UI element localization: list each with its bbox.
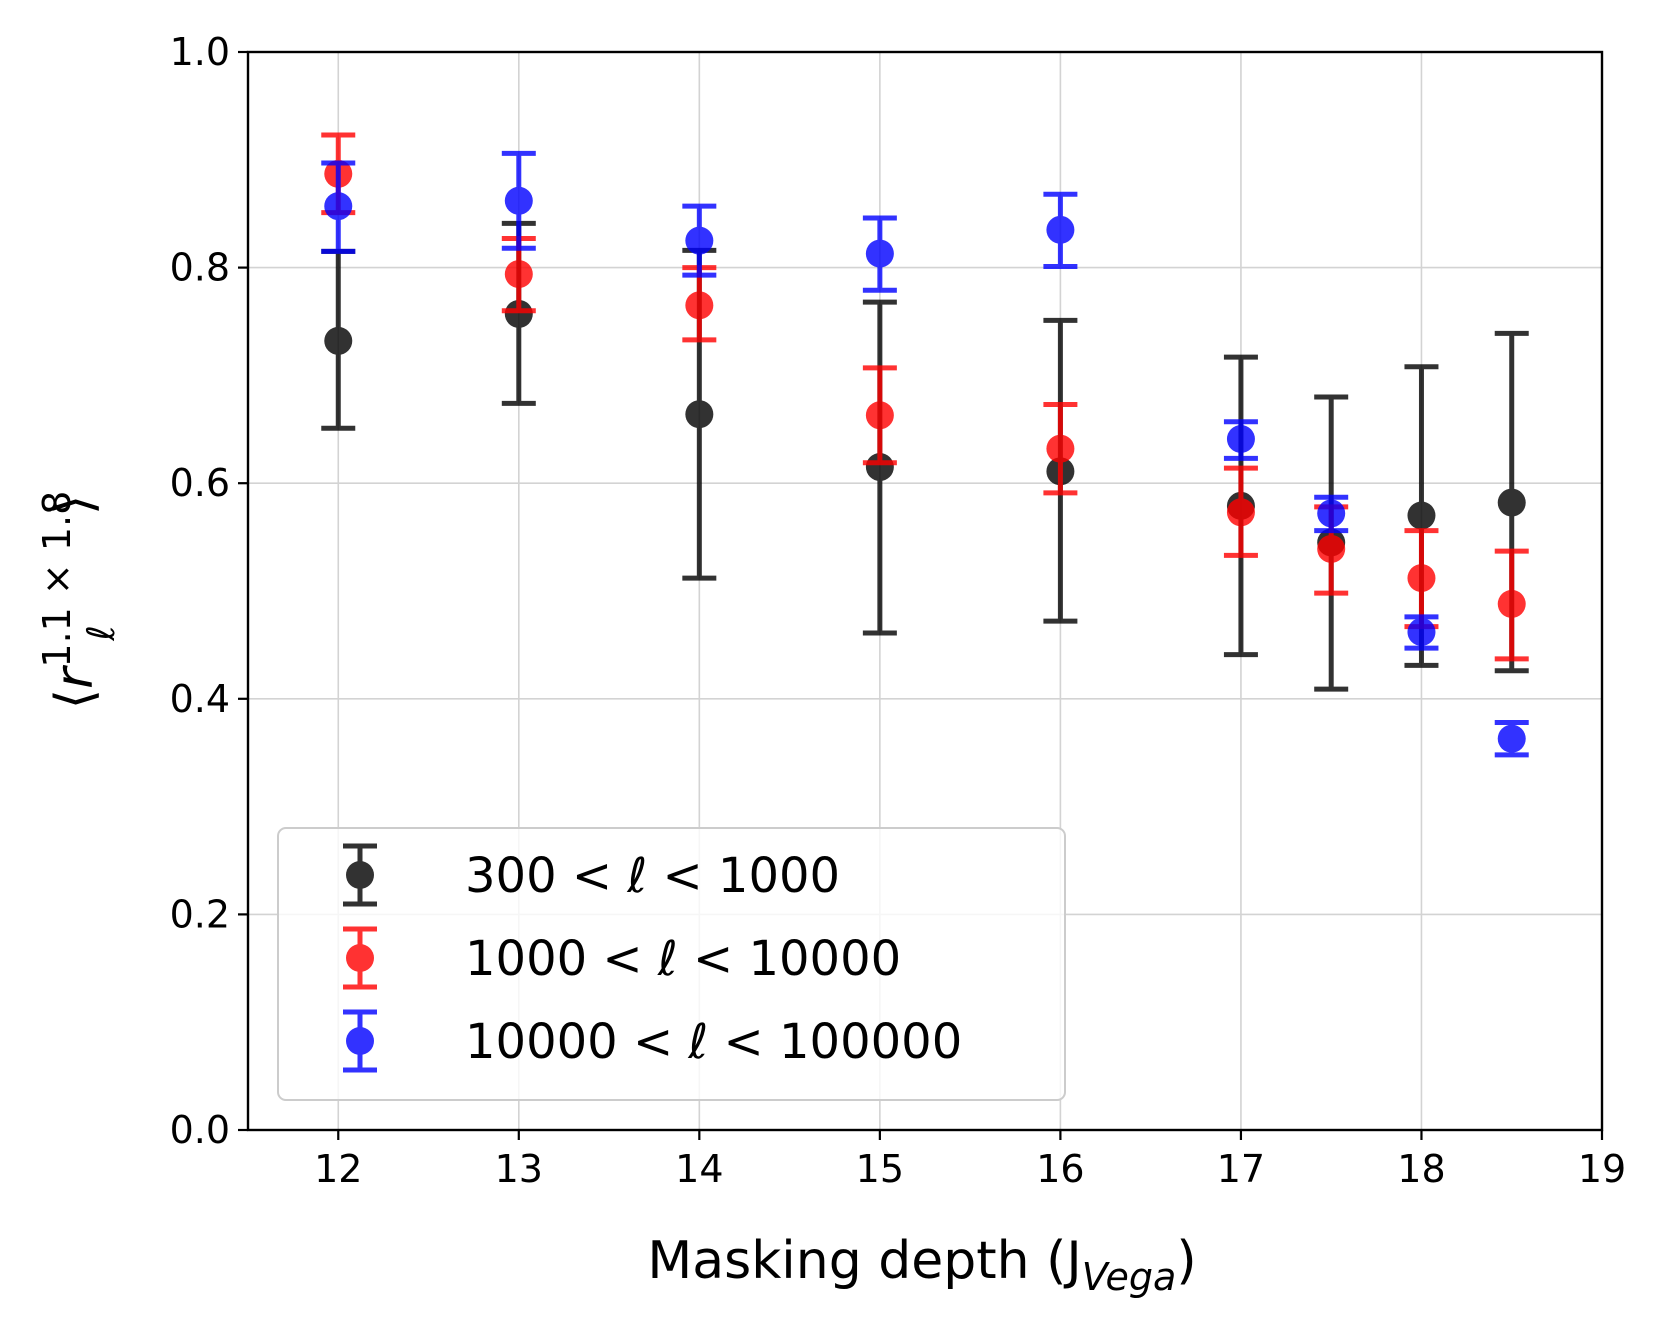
data-point xyxy=(324,192,353,221)
x-axis-label-sub: Vega xyxy=(1082,1255,1177,1299)
x-axis-label-main: Masking depth (J xyxy=(647,1231,1081,1291)
y-axis-label-close: ⟩ xyxy=(45,495,105,515)
data-point xyxy=(504,299,533,328)
y-tick-label: 0.2 xyxy=(170,892,230,936)
x-axis-label-close: ) xyxy=(1176,1231,1196,1291)
x-tick-label: 19 xyxy=(1578,1147,1626,1191)
legend-box xyxy=(277,827,1066,1101)
x-tick-label: 13 xyxy=(495,1147,543,1191)
y-axis-label-var: r xyxy=(45,664,105,689)
data-point xyxy=(1497,589,1526,618)
y-tick-label: 0.0 xyxy=(170,1108,230,1152)
legend-label: 300 < ℓ < 1000 xyxy=(465,848,840,904)
y-tick-label: 0.8 xyxy=(170,246,230,290)
x-axis-label: Masking depth (JVega) xyxy=(647,1231,1196,1299)
data-point xyxy=(324,326,353,355)
data-point xyxy=(1407,501,1436,530)
data-point xyxy=(1407,564,1436,593)
legend-point xyxy=(346,1027,374,1055)
legend-marker xyxy=(343,843,377,907)
legend-entries: 300 < ℓ < 1000 1000 < ℓ < 10000 10000 < ℓ … xyxy=(343,843,962,1073)
y-tick-label: 0.6 xyxy=(170,461,230,505)
data-point xyxy=(685,291,714,320)
data-point xyxy=(1317,534,1346,563)
data-point xyxy=(1497,488,1526,517)
data-point xyxy=(1317,499,1346,528)
data-point xyxy=(504,186,533,215)
series-3 xyxy=(321,150,1529,758)
data-point xyxy=(685,400,714,429)
x-tick-label: 17 xyxy=(1217,1147,1265,1191)
legend-label: 10000 < ℓ < 100000 xyxy=(465,1014,962,1070)
y-axis-label-sup: 1.1 × 1.8 xyxy=(35,491,79,668)
legend-marker xyxy=(343,1009,377,1073)
data-point xyxy=(685,226,714,255)
data-point xyxy=(865,239,894,268)
data-point xyxy=(1226,498,1255,527)
legend-label: 1000 < ℓ < 10000 xyxy=(465,931,901,987)
data-point xyxy=(1497,724,1526,753)
legend: 300 < ℓ < 1000 1000 < ℓ < 10000 10000 < ℓ … xyxy=(277,827,1066,1101)
legend-point xyxy=(346,944,374,972)
data-point xyxy=(865,401,894,430)
x-tick-label: 12 xyxy=(314,1147,362,1191)
legend-marker xyxy=(343,926,377,990)
legend-entry-3: 10000 < ℓ < 100000 xyxy=(343,1009,962,1073)
y-axis-label-sub: ℓ xyxy=(79,625,123,642)
y-axis-label: ⟨r1.1 × 1.8ℓ ⟩ xyxy=(35,491,123,710)
legend-point xyxy=(346,861,374,889)
legend-entry-1: 300 < ℓ < 1000 xyxy=(343,843,840,907)
x-tick-label: 18 xyxy=(1397,1147,1445,1191)
y-tick-label: 0.4 xyxy=(170,677,230,721)
legend-entry-2: 1000 < ℓ < 10000 xyxy=(343,926,901,990)
data-point xyxy=(1046,434,1075,463)
data-point xyxy=(1407,617,1436,646)
x-tick-label: 15 xyxy=(856,1147,904,1191)
data-layer xyxy=(321,132,1529,758)
data-point xyxy=(1046,215,1075,244)
x-tick-label: 16 xyxy=(1036,1147,1084,1191)
x-tick-label: 14 xyxy=(675,1147,723,1191)
y-axis-label-open: ⟨ xyxy=(45,689,105,709)
data-point xyxy=(504,260,533,289)
axis-ticks: 12 13 14 15 16 17 18 19 0.0 0.2 0.4 0.6 0.8 1.0 xyxy=(170,30,1627,1191)
data-point xyxy=(865,453,894,482)
data-point xyxy=(1226,425,1255,454)
plot-frame xyxy=(246,50,1604,1132)
y-tick-label: 1.0 xyxy=(170,30,230,74)
